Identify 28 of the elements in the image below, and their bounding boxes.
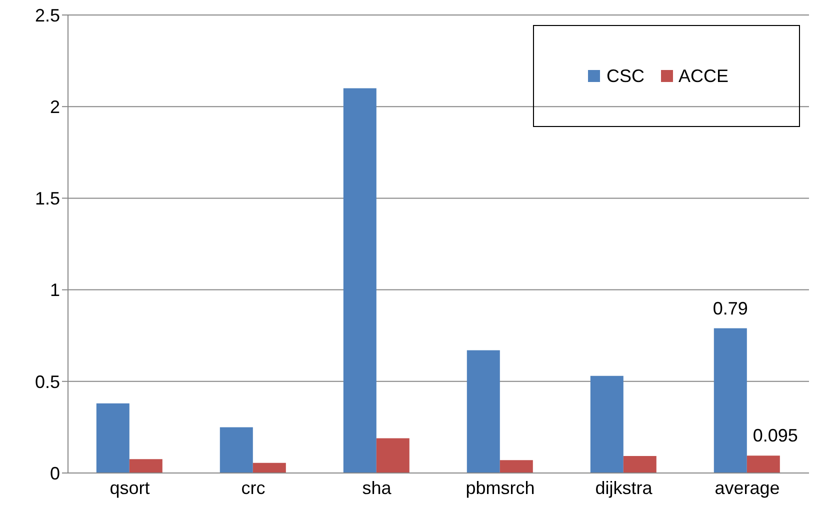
- legend-label: CSC: [606, 66, 644, 86]
- bar: [746, 456, 780, 473]
- bar: [96, 403, 130, 473]
- x-tick-label: average: [714, 478, 780, 498]
- y-tick-label: 0: [50, 463, 60, 484]
- bar: [220, 427, 253, 473]
- bar: [500, 460, 533, 473]
- x-tick-label: dijkstra: [595, 478, 654, 498]
- legend-label: ACCE: [678, 66, 729, 86]
- bar: [466, 350, 500, 473]
- data-label: 0.095: [752, 426, 798, 446]
- y-tick-label: 2.5: [34, 5, 60, 26]
- y-tick-label: 0.5: [34, 372, 60, 392]
- x-tick-label: pbmsrch: [466, 478, 535, 498]
- bar: [129, 459, 162, 473]
- y-tick-label: 1: [50, 280, 60, 300]
- y-tick-label: 2: [50, 96, 60, 117]
- data-label: 0.79: [712, 298, 748, 318]
- bar: [343, 88, 376, 473]
- x-tick-label: qsort: [110, 478, 150, 498]
- bar: [376, 438, 410, 473]
- bar: [714, 328, 747, 473]
- y-tick-label: 1.5: [34, 188, 60, 209]
- bar: [590, 376, 624, 473]
- bar: [252, 462, 286, 473]
- x-tick-label: sha: [362, 478, 392, 498]
- x-tick-label: crc: [241, 478, 266, 498]
- bar: [623, 456, 656, 473]
